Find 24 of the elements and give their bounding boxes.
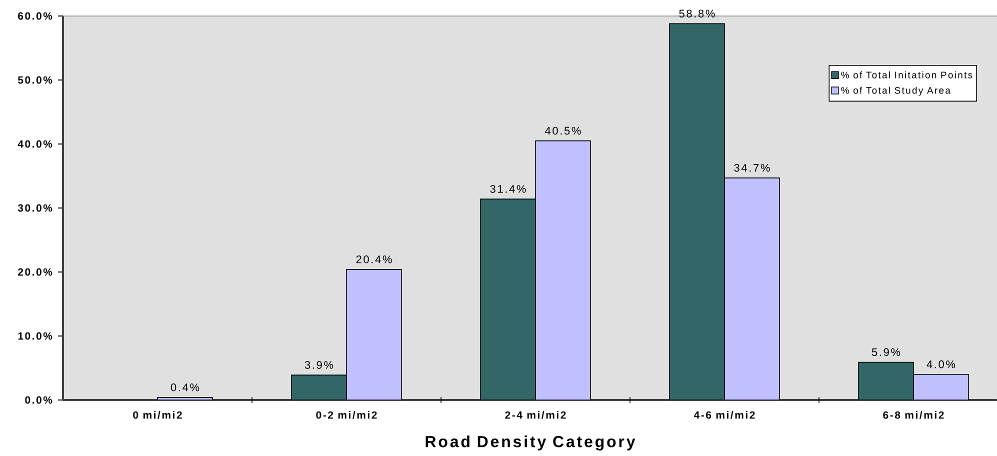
data-label: 20.4% (356, 255, 392, 264)
data-label: 5.9% (872, 348, 900, 356)
x-tick-label: 6-8 mi/mi2 (883, 411, 944, 419)
data-label: 3.9% (304, 361, 334, 369)
data-label: 34.7% (734, 164, 770, 172)
data-label: 40.5% (545, 126, 581, 135)
data-label: 0.4% (170, 383, 200, 392)
x-tick-label: 0 mi/mi2 (133, 411, 182, 419)
y-tick-label: 40.0% (18, 140, 52, 148)
x-axis-title: Road Density Category (426, 436, 636, 450)
y-tick-label: 50.0% (18, 76, 52, 84)
x-tick-label: 2-4 mi/mi2 (505, 411, 566, 419)
data-label: 31.4% (490, 185, 526, 193)
y-tick-label: 10.0% (18, 332, 52, 340)
y-tick-label: 0.0% (25, 396, 52, 404)
legend-label: % of Total Initation Points (841, 71, 972, 78)
y-tick-label: 30.0% (18, 204, 52, 212)
y-tick-label: 60.0% (18, 12, 52, 20)
legend-label: % of Total Study Area (841, 86, 950, 96)
data-label: 58.8% (679, 10, 715, 18)
y-tick-label: 20.0% (18, 268, 52, 276)
x-tick-label: 4-6 mi/mi2 (694, 411, 755, 419)
data-label: 4.0% (926, 360, 956, 368)
x-tick-label: 0-2 mi/mi2 (316, 411, 377, 419)
